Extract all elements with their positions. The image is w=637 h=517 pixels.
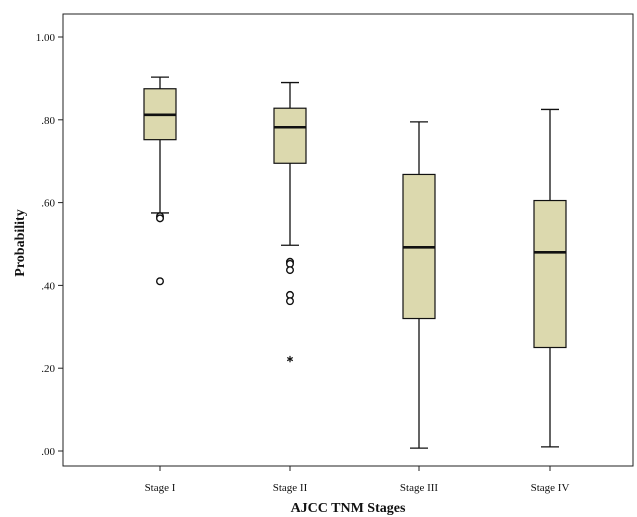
- outlier-point: [286, 266, 295, 275]
- x-axis-title: AJCC TNM Stages: [291, 501, 406, 516]
- outlier-point: [286, 297, 295, 306]
- y-axis-title: Probability: [13, 209, 28, 276]
- x-tick-label: Stage I: [145, 482, 176, 494]
- y-tick-label: 1.00: [36, 32, 56, 44]
- outlier-point: [155, 214, 164, 223]
- y-tick-label: .60: [41, 198, 55, 210]
- x-tick-label: Stage II: [273, 482, 308, 494]
- box-group: [273, 81, 307, 363]
- y-axis: 1.00 .80 .60 .40 .20 .00: [36, 32, 63, 458]
- box-group: [533, 108, 567, 448]
- boxes: [143, 76, 567, 449]
- y-tick-label: .40: [41, 280, 55, 292]
- y-tick-label: .00: [41, 446, 55, 458]
- iqr-box: [533, 199, 567, 349]
- extreme-point: [286, 355, 294, 363]
- y-tick-label: .80: [41, 115, 55, 127]
- x-tick-label: Stage IV: [531, 482, 570, 494]
- x-tick-label: Stage III: [400, 482, 439, 494]
- box-group: [402, 121, 436, 449]
- outlier-point: [155, 277, 164, 286]
- box-group: [143, 76, 177, 286]
- x-axis: Stage I Stage II Stage III Stage IV: [145, 466, 570, 494]
- y-tick-label: .20: [41, 363, 55, 375]
- iqr-box: [273, 107, 307, 164]
